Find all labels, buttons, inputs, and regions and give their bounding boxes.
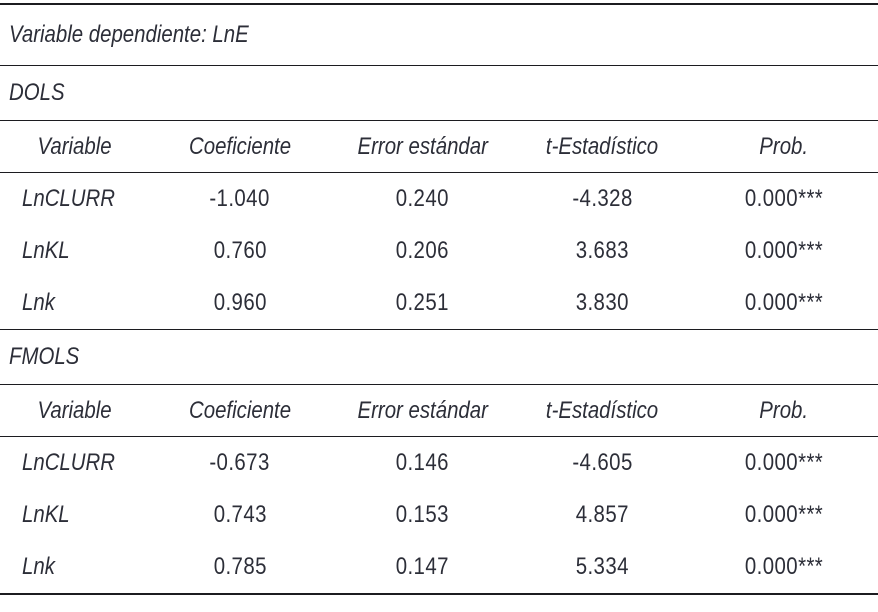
divider [0, 65, 878, 66]
column-header-variable: Variable [37, 132, 113, 160]
column-header-std-error: Error estándar [357, 132, 488, 160]
coefficient-cell: 0.785 [213, 553, 267, 580]
prob-cell: 0.000*** [744, 289, 824, 316]
table-row: Lnk 0.785 0.147 5.334 0.000*** [0, 541, 878, 593]
std-error-cell: 0.147 [395, 553, 450, 580]
column-header-prob: Prob. [759, 396, 809, 424]
prob-cell: 0.000*** [744, 501, 824, 528]
variable-name-cell: LnCLURR [22, 185, 115, 212]
divider [0, 436, 878, 437]
table-row: LnCLURR -1.040 0.240 -4.328 0.000*** [0, 173, 878, 225]
column-header-t-statistic: t-Estadístico [546, 396, 659, 424]
prob-cell: 0.000*** [744, 237, 824, 264]
column-header-row-dols: Variable Coeficiente Error estándar t-Es… [0, 121, 878, 172]
divider [0, 329, 878, 330]
column-header-prob: Prob. [759, 132, 809, 160]
table-row: LnKL 0.760 0.206 3.683 0.000*** [0, 225, 878, 277]
std-error-cell: 0.251 [395, 289, 450, 316]
prob-cell: 0.000*** [744, 553, 824, 580]
variable-name-cell: LnCLURR [22, 449, 115, 476]
t-statistic-cell: -4.605 [572, 449, 633, 476]
dependent-variable-row: Variable dependiente: LnE [0, 5, 878, 65]
dependent-variable-label: Variable dependiente: LnE [9, 21, 249, 48]
table-bottom-rule [0, 593, 878, 595]
std-error-cell: 0.153 [395, 501, 450, 528]
t-statistic-cell: 3.830 [575, 289, 630, 316]
variable-name-cell: Lnk [22, 553, 55, 580]
table-row: LnCLURR -0.673 0.146 -4.605 0.000*** [0, 437, 878, 489]
section-title: DOLS [9, 79, 65, 106]
t-statistic-cell: 5.334 [575, 553, 630, 580]
prob-cell: 0.000*** [744, 185, 824, 212]
coefficient-cell: 0.760 [213, 237, 267, 264]
variable-name-cell: LnKL [22, 501, 70, 528]
t-statistic-cell: -4.328 [572, 185, 633, 212]
table-top-rule [0, 3, 878, 5]
divider [0, 384, 878, 385]
column-header-coefficient: Coeficiente [188, 132, 292, 160]
column-header-variable: Variable [37, 396, 113, 424]
column-header-std-error: Error estándar [357, 396, 488, 424]
std-error-cell: 0.240 [395, 185, 450, 212]
t-statistic-cell: 3.683 [575, 237, 630, 264]
table-row: LnKL 0.743 0.153 4.857 0.000*** [0, 489, 878, 541]
coefficient-cell: 0.960 [213, 289, 267, 316]
coefficient-cell: -1.040 [209, 185, 271, 212]
divider [0, 120, 878, 121]
t-statistic-cell: 4.857 [575, 501, 630, 528]
variable-name-cell: LnKL [22, 237, 70, 264]
column-header-row-fmols: Variable Coeficiente Error estándar t-Es… [0, 385, 878, 436]
column-header-coefficient: Coeficiente [188, 396, 292, 424]
coefficient-cell: -0.673 [209, 449, 271, 476]
std-error-cell: 0.146 [395, 449, 450, 476]
coefficient-cell: 0.743 [213, 501, 267, 528]
std-error-cell: 0.206 [395, 237, 450, 264]
regression-results-table: Variable dependiente: LnE DOLS Variable … [0, 3, 878, 595]
section-header-fmols: FMOLS [0, 330, 878, 384]
variable-name-cell: Lnk [22, 289, 55, 316]
section-header-dols: DOLS [0, 66, 878, 120]
table-row: Lnk 0.960 0.251 3.830 0.000*** [0, 277, 878, 329]
column-header-t-statistic: t-Estadístico [546, 132, 659, 160]
section-title: FMOLS [9, 343, 80, 370]
prob-cell: 0.000*** [744, 449, 824, 476]
divider [0, 172, 878, 173]
